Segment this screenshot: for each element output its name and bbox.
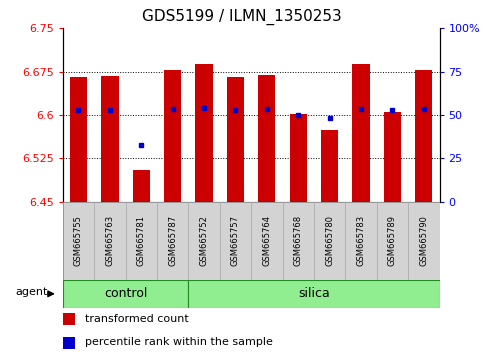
Bar (70, 78, 87, 202)
Bar (157, 202, 188, 280)
Text: GSM665783: GSM665783 (356, 215, 366, 266)
Text: GSM665763: GSM665763 (105, 215, 114, 266)
Bar (63, 280, 188, 308)
Text: GSM665768: GSM665768 (294, 215, 303, 266)
Text: GSM665790: GSM665790 (419, 215, 428, 266)
Bar (384, 112, 401, 202)
Bar (415, 70, 432, 202)
Text: GSM665764: GSM665764 (262, 215, 271, 266)
Text: GDS5199 / ILMN_1350253: GDS5199 / ILMN_1350253 (142, 9, 341, 25)
Text: transformed count: transformed count (85, 314, 188, 325)
Bar (227, 78, 244, 202)
Bar (345, 202, 377, 280)
Bar (133, 170, 150, 202)
Text: GSM665787: GSM665787 (168, 215, 177, 266)
Bar (63, 337, 75, 349)
Text: GSM665757: GSM665757 (231, 215, 240, 266)
Bar (196, 64, 213, 202)
Bar (101, 76, 118, 202)
Text: agent: agent (15, 287, 48, 297)
Bar (94, 202, 126, 280)
Bar (164, 70, 181, 202)
Text: percentile rank within the sample: percentile rank within the sample (85, 337, 272, 348)
Bar (321, 130, 338, 202)
Text: control: control (104, 287, 147, 300)
Text: GSM665752: GSM665752 (199, 215, 209, 266)
Bar (220, 202, 251, 280)
Text: silica: silica (298, 287, 330, 300)
Bar (63, 313, 75, 325)
Bar (290, 114, 307, 202)
Text: GSM665781: GSM665781 (137, 215, 146, 266)
Bar (63, 202, 94, 280)
Text: GSM665789: GSM665789 (388, 215, 397, 266)
Text: GSM665755: GSM665755 (74, 215, 83, 266)
Bar (258, 75, 275, 202)
Text: GSM665780: GSM665780 (325, 215, 334, 266)
Bar (251, 202, 283, 280)
Bar (126, 202, 157, 280)
Bar (408, 202, 440, 280)
Bar (353, 64, 369, 202)
Bar (188, 280, 440, 308)
Bar (188, 202, 220, 280)
Bar (314, 202, 345, 280)
Bar (377, 202, 408, 280)
Bar (283, 202, 314, 280)
